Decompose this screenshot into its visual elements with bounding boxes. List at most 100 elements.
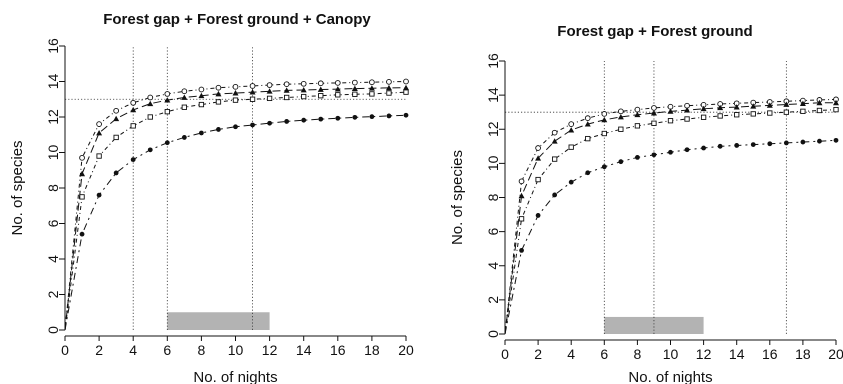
data-point [634, 111, 641, 118]
data-point [750, 142, 756, 148]
x-tick-label: 4 [567, 346, 575, 362]
data-point [833, 99, 839, 106]
data-point [833, 106, 839, 113]
data-point [403, 84, 409, 91]
data-point [283, 87, 290, 93]
data-point [518, 192, 525, 199]
data-point [585, 170, 591, 176]
data-point [351, 85, 358, 91]
data-point [667, 118, 674, 124]
series-open-circle [504, 96, 839, 335]
data-point [96, 192, 102, 198]
data-point [164, 91, 171, 97]
data-point [352, 114, 358, 120]
shaded-interval [604, 316, 704, 334]
data-point [198, 86, 205, 93]
series-open-square [504, 106, 839, 335]
data-point [215, 99, 222, 105]
panel-left: Forest gap + Forest ground + Canopy 0 2 4 6 8… [9, 11, 414, 384]
x-tick-label: 16 [330, 342, 346, 358]
y-tick-label: 6 [485, 228, 501, 236]
data-point [113, 134, 119, 141]
data-point [386, 79, 392, 85]
data-point [250, 122, 255, 128]
y-tick-label: 10 [45, 145, 61, 161]
x-tick-label: 8 [634, 346, 642, 362]
data-point [216, 127, 221, 132]
data-point [403, 78, 409, 85]
data-point [817, 138, 822, 144]
data-point [232, 83, 239, 90]
data-point [717, 104, 724, 111]
data-point [700, 105, 707, 112]
data-point [335, 115, 341, 121]
data-point [96, 121, 102, 127]
data-point [113, 170, 119, 176]
y-tick-label: 10 [485, 155, 501, 171]
data-point [318, 93, 324, 99]
data-point [783, 101, 790, 107]
data-point [147, 100, 154, 107]
data-point [617, 108, 624, 115]
data-point [750, 111, 756, 117]
y-tick-label: 2 [45, 290, 61, 298]
data-point [552, 192, 558, 198]
data-point [651, 105, 657, 111]
data-point [198, 101, 205, 108]
shaded-interval [167, 312, 270, 330]
y-tick-label: 2 [485, 296, 501, 304]
data-point [651, 120, 657, 126]
data-point [284, 119, 290, 124]
data-point [301, 93, 307, 100]
y-tick-label: 14 [45, 74, 61, 90]
x-tick-label: 6 [600, 346, 608, 362]
y-tick-label: 4 [45, 255, 61, 263]
data-point [585, 135, 591, 142]
data-point [601, 116, 608, 123]
x-tick-label: 4 [129, 342, 137, 358]
data-point [668, 149, 673, 155]
data-point [352, 91, 358, 97]
series-filled-circle [504, 137, 839, 335]
y-tick-label: 8 [45, 184, 61, 192]
data-point [700, 114, 707, 120]
data-point [266, 88, 273, 94]
data-point [568, 144, 574, 150]
data-point [335, 92, 341, 98]
x-tick-label: 14 [296, 342, 312, 358]
data-point [369, 114, 375, 120]
data-point [800, 139, 806, 145]
data-point [584, 115, 591, 122]
x-tick-label: 18 [364, 342, 380, 358]
x-axis-label: No. of nights [628, 369, 712, 384]
x-tick-label: 10 [228, 342, 244, 358]
series-open-circle [64, 78, 409, 331]
y-tick-label: 14 [485, 87, 501, 103]
data-point [318, 116, 324, 122]
data-point [568, 179, 574, 185]
chart-title: Forest gap + Forest ground [557, 23, 752, 40]
data-point [552, 156, 558, 162]
data-point [181, 94, 188, 100]
y-tick-label: 12 [45, 109, 61, 125]
y-tick-label: 12 [485, 121, 501, 137]
y-tick-label: 0 [45, 326, 61, 334]
x-tick-label: 18 [795, 346, 811, 362]
data-point [181, 104, 187, 110]
data-point [113, 107, 120, 114]
x-tick-label: 10 [663, 346, 679, 362]
data-point [650, 110, 657, 116]
chart-title: Forest gap + Forest ground + Canopy [103, 11, 371, 28]
data-point [147, 94, 154, 101]
data-point [284, 94, 290, 101]
data-point [113, 115, 120, 122]
data-point [601, 164, 607, 170]
data-point [181, 88, 188, 95]
data-point [385, 84, 392, 91]
y-axis-label: No. of species [449, 150, 466, 245]
data-point [734, 143, 740, 148]
data-point [734, 112, 740, 118]
data-point [300, 87, 307, 93]
y-tick-label: 4 [485, 262, 501, 270]
data-point [199, 130, 204, 136]
